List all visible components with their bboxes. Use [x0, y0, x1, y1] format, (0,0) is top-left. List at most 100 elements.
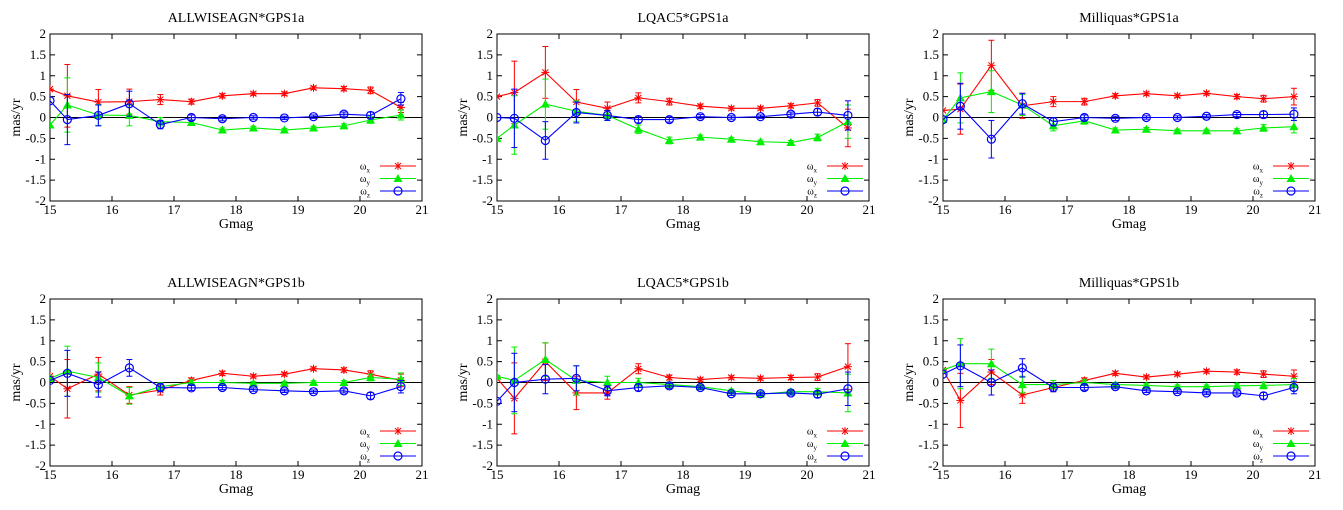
- y-tick-label: -2: [928, 458, 939, 473]
- x-axis-label: Gmag: [1112, 482, 1146, 497]
- data-point-y: [696, 133, 705, 141]
- x-tick-label: 20: [801, 202, 814, 217]
- data-point-x: [727, 373, 735, 381]
- y-tick-label: -0.5: [918, 395, 939, 410]
- data-point-x: [757, 374, 765, 382]
- data-point-x: [1233, 93, 1241, 101]
- y-tick-label: 0.5: [923, 354, 939, 369]
- data-point-x: [1111, 92, 1119, 100]
- x-axis-label: Gmag: [666, 217, 700, 232]
- legend: ωxωyωz: [807, 427, 863, 465]
- x-tick-label: 18: [230, 202, 243, 217]
- data-point-x: [634, 94, 642, 102]
- y-tick-label: 0.5: [923, 89, 939, 104]
- data-point-x: [340, 366, 348, 374]
- legend-label-y: ωy: [1253, 439, 1264, 452]
- x-tick-label: 21: [863, 202, 876, 217]
- data-point-x: [218, 369, 226, 377]
- y-tick-label: 1: [933, 68, 940, 83]
- y-tick-label: 2: [487, 26, 494, 41]
- panel-title: ALLWISEAGN*GPS1a: [168, 11, 305, 26]
- y-tick-label: 1: [933, 333, 940, 348]
- panel-4: ALLWISEAGN*GPS1b15 16 17 18 19 20 21-2-1.5-1-0…: [9, 276, 429, 497]
- panel-2: LQAC5*GPS1a15 16 17 18 19 20 21-2-1.5-1-0.500.…: [456, 11, 876, 232]
- x-tick-label: 16: [106, 202, 120, 217]
- data-point-x: [493, 93, 501, 101]
- data-point-x: [367, 86, 375, 94]
- y-tick-label: -1.5: [25, 172, 46, 187]
- y-tick-label: 2: [933, 26, 940, 41]
- data-point-x: [956, 396, 964, 404]
- data-point-x: [1233, 368, 1241, 376]
- panel-6: Milliquas*GPS1b15 16 17 18 19 20 21-2-1.5-1-0.…: [902, 276, 1322, 497]
- y-tick-label: 1.5: [477, 47, 493, 62]
- data-point-x: [1080, 98, 1088, 106]
- data-point-x: [787, 102, 795, 110]
- x-tick-label: 17: [1061, 467, 1075, 482]
- y-tick-label: 0.5: [30, 354, 46, 369]
- data-point-x: [1203, 89, 1211, 97]
- data-point-x: [814, 373, 822, 381]
- data-point-x: [280, 90, 288, 98]
- data-point-x: [1260, 370, 1268, 378]
- y-tick-label: 2: [933, 291, 940, 306]
- data-point-x: [1173, 92, 1181, 100]
- x-tick-label: 17: [168, 467, 182, 482]
- series-line-x: [50, 88, 401, 108]
- data-point-x: [280, 370, 288, 378]
- y-tick-label: 1.5: [30, 47, 46, 62]
- legend-marker-x: [394, 162, 402, 170]
- x-tick-label: 17: [168, 202, 182, 217]
- x-tick-label: 19: [292, 467, 305, 482]
- data-point-y: [987, 87, 996, 95]
- data-point-x: [665, 98, 673, 106]
- legend-label-x: ωx: [1253, 427, 1264, 440]
- y-tick-label: 0: [487, 110, 494, 125]
- x-tick-label: 18: [1123, 467, 1136, 482]
- x-tick-label: 20: [801, 467, 814, 482]
- data-point-x: [1142, 373, 1150, 381]
- series-group: [493, 47, 853, 160]
- x-tick-label: 19: [1185, 202, 1198, 217]
- y-tick-label: -2: [35, 458, 46, 473]
- y-axis-label: mas/yr: [9, 363, 24, 401]
- y-tick-label: 0: [933, 375, 940, 390]
- legend-marker-x: [1287, 427, 1295, 435]
- x-axis-label: Gmag: [219, 482, 253, 497]
- panel-5: LQAC5*GPS1b15 16 17 18 19 20 21-2-1.5-1-0.500.…: [456, 276, 876, 497]
- data-point-x: [1142, 90, 1150, 98]
- y-axis-label: mas/yr: [902, 363, 917, 401]
- y-tick-label: -0.5: [25, 395, 46, 410]
- data-point-x: [310, 84, 318, 92]
- data-point-y: [634, 125, 643, 133]
- x-tick-label: 21: [863, 467, 876, 482]
- series-group: [46, 64, 406, 144]
- x-tick-label: 18: [230, 467, 243, 482]
- y-tick-label: 1.5: [923, 312, 939, 327]
- legend-label-z: ωz: [807, 452, 817, 465]
- legend-label-x: ωx: [360, 162, 371, 175]
- legend-label-z: ωz: [1253, 452, 1263, 465]
- y-tick-label: -1: [928, 416, 939, 431]
- data-point-x: [1290, 93, 1298, 101]
- x-tick-label: 16: [553, 202, 567, 217]
- x-tick-label: 17: [615, 467, 629, 482]
- x-tick-label: 16: [999, 467, 1013, 482]
- data-point-y: [396, 110, 405, 118]
- data-point-x: [249, 90, 257, 98]
- x-tick-label: 21: [416, 202, 429, 217]
- data-point-x: [727, 104, 735, 112]
- panel-title: Milliquas*GPS1b: [1079, 276, 1179, 291]
- x-tick-label: 16: [553, 467, 567, 482]
- legend-label-x: ωx: [807, 162, 818, 175]
- legend-label-y: ωy: [807, 174, 818, 187]
- y-tick-label: -0.5: [25, 130, 46, 145]
- y-axis-label: mas/yr: [456, 98, 471, 136]
- x-tick-label: 20: [354, 202, 367, 217]
- data-point-x: [46, 85, 54, 93]
- y-tick-label: 1.5: [923, 47, 939, 62]
- x-axis-label: Gmag: [1112, 217, 1146, 232]
- data-point-x: [1260, 95, 1268, 103]
